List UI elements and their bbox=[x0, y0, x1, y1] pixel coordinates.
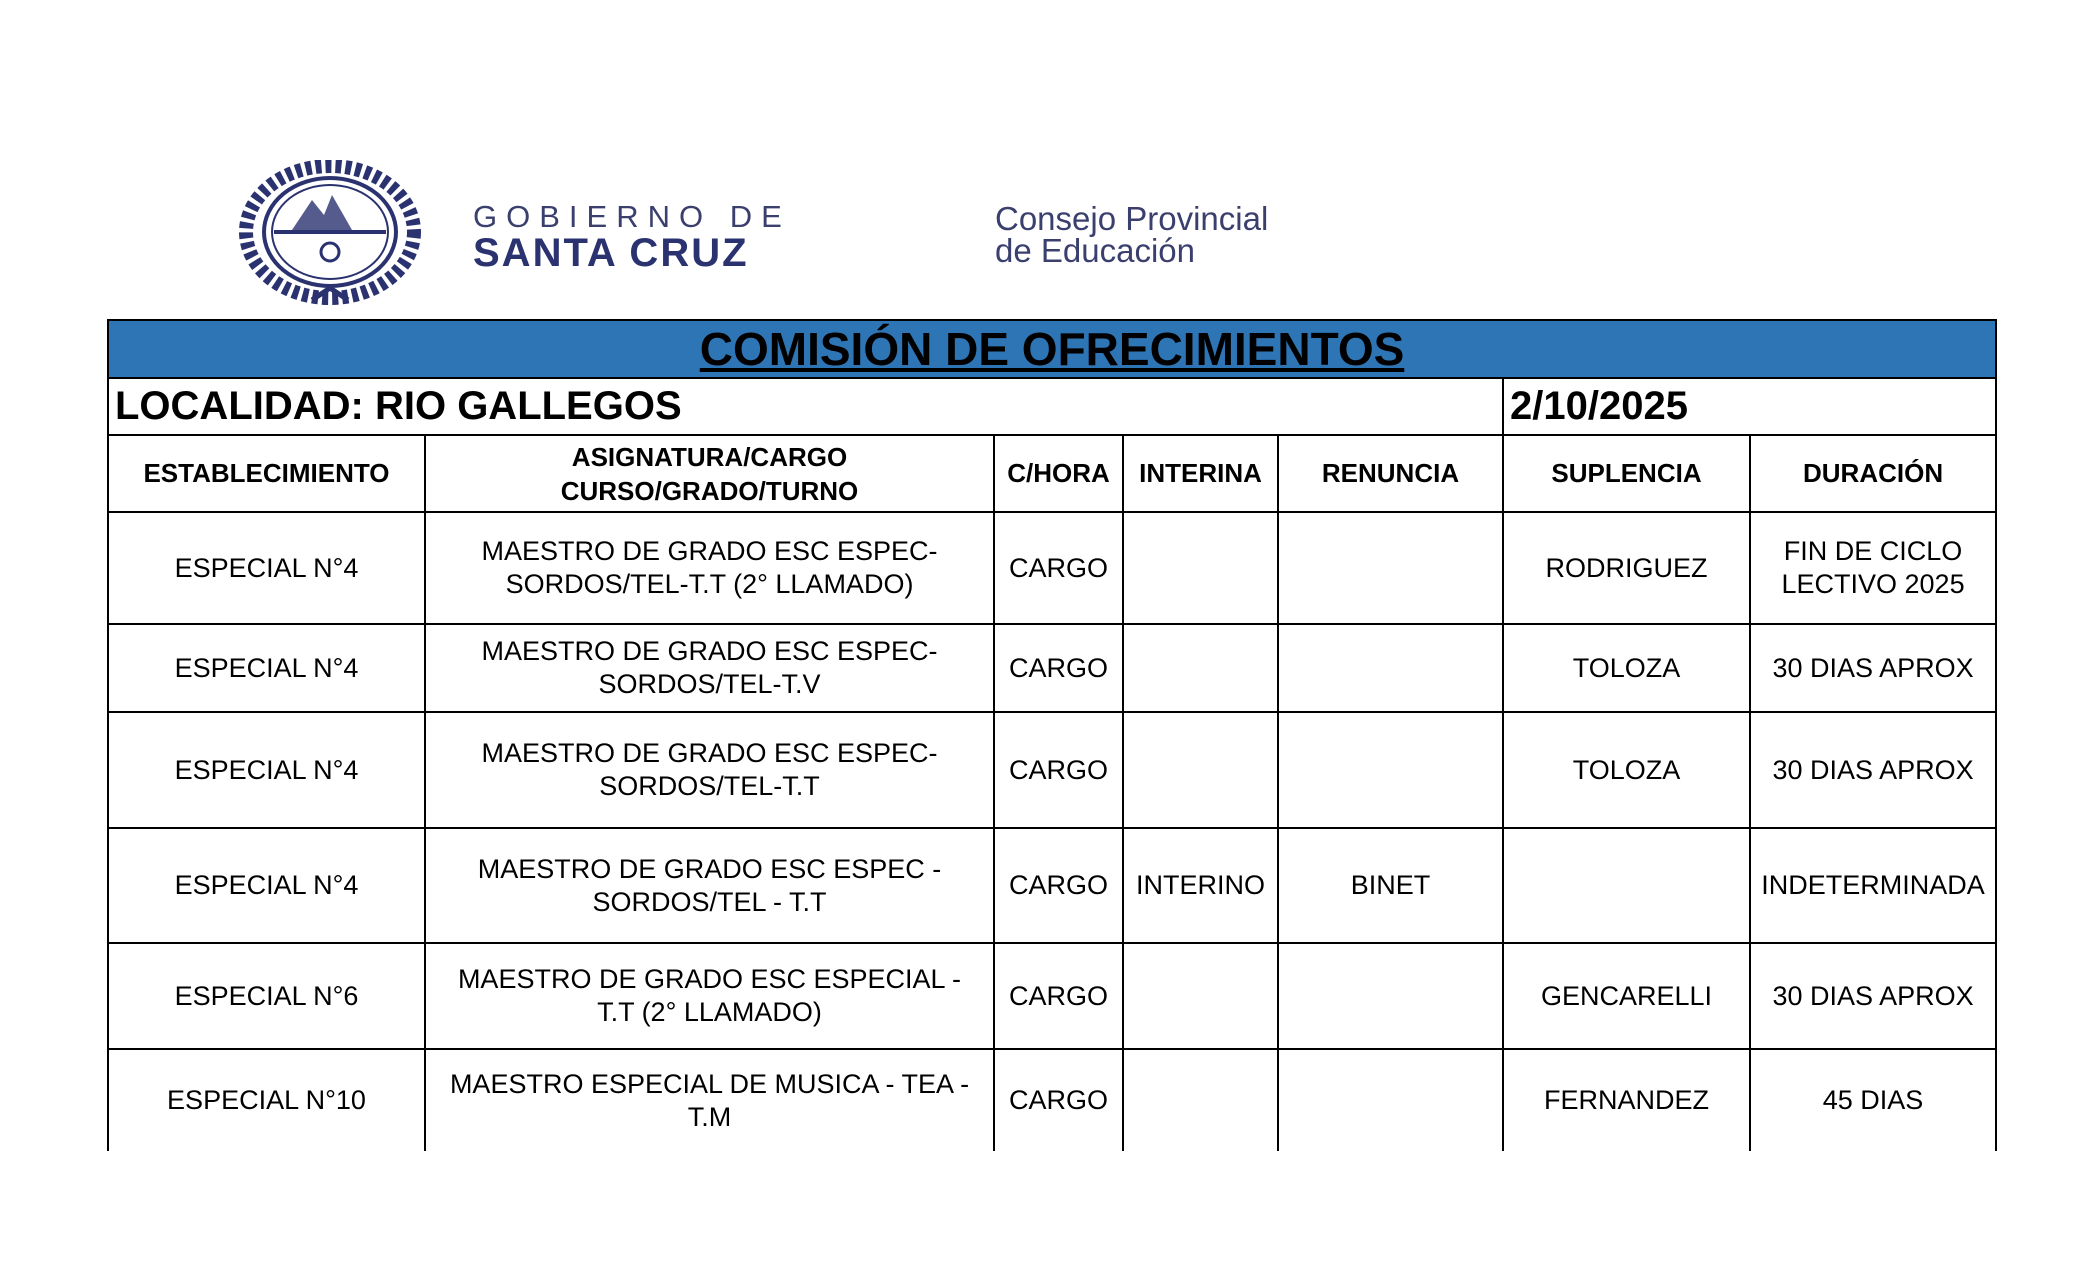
table-cell bbox=[1122, 511, 1279, 625]
column-header: SUPLENCIA bbox=[1502, 434, 1751, 513]
table-cell: CARGO bbox=[993, 827, 1124, 944]
table-cell bbox=[1277, 511, 1504, 625]
table-cell: CARGO bbox=[993, 942, 1124, 1050]
table-cell: ESPECIAL N°10 bbox=[107, 1048, 426, 1151]
table-cell: GENCARELLI bbox=[1502, 942, 1751, 1050]
column-header: RENUNCIA bbox=[1277, 434, 1504, 513]
table-cell bbox=[1277, 942, 1504, 1050]
consejo-line-1: Consejo Provincial bbox=[995, 200, 1269, 237]
table-cell: 30 DIAS APROX bbox=[1748, 623, 1998, 713]
table-cell: MAESTRO DE GRADO ESC ESPEC-SORDOS/TEL-T.… bbox=[424, 511, 995, 625]
table-cell: INDETERMINADA bbox=[1748, 827, 1998, 944]
table-row: ESPECIAL N°4 MAESTRO DE GRADO ESC ESPEC-S… bbox=[107, 711, 1998, 829]
column-header: ESTABLECIMIENTO bbox=[107, 434, 426, 513]
consejo-educacion-logo-text: Consejo Provincial de Educación bbox=[995, 200, 1269, 269]
table-cell: 30 DIAS APROX bbox=[1748, 711, 1998, 829]
table-cell bbox=[1122, 711, 1279, 829]
santa-cruz-coat-of-arms-logo bbox=[239, 160, 421, 305]
table-cell bbox=[1122, 1048, 1279, 1151]
table-cell: CARGO bbox=[993, 623, 1124, 713]
column-header: INTERINA bbox=[1122, 434, 1279, 513]
table-cell: FERNANDEZ bbox=[1502, 1048, 1751, 1151]
table-cell bbox=[1122, 942, 1279, 1050]
logo-line-1: GOBIERNO DE bbox=[473, 199, 791, 234]
table-cell: CARGO bbox=[993, 1048, 1124, 1151]
table-cell: ESPECIAL N°4 bbox=[107, 827, 426, 944]
table-cell: FIN DE CICLO LECTIVO 2025 bbox=[1748, 511, 1998, 625]
table-row: ESPECIAL N°4 MAESTRO DE GRADO ESC ESPEC-S… bbox=[107, 511, 1998, 625]
table-cell: 30 DIAS APROX bbox=[1748, 942, 1998, 1050]
table-cell: CARGO bbox=[993, 511, 1124, 625]
table-cell bbox=[1122, 623, 1279, 713]
logo-line-2: SANTA CRUZ bbox=[473, 231, 749, 275]
table-cell: TOLOZA bbox=[1502, 711, 1751, 829]
table-cell: ESPECIAL N°4 bbox=[107, 511, 426, 625]
column-header: ASIGNATURA/CARGO CURSO/GRADO/TURNO bbox=[424, 434, 995, 513]
table-cell bbox=[1502, 827, 1751, 944]
table-cell bbox=[1277, 623, 1504, 713]
table-row: ESPECIAL N°6 MAESTRO DE GRADO ESC ESPECIA… bbox=[107, 942, 1998, 1050]
table-cell: INTERINO bbox=[1122, 827, 1279, 944]
column-header: C/HORA bbox=[993, 434, 1124, 513]
gobierno-santa-cruz-logo-text: GOBIERNO DE SANTA CRUZ bbox=[473, 199, 791, 275]
table-cell: MAESTRO DE GRADO ESC ESPEC - SORDOS/TEL … bbox=[424, 827, 995, 944]
table-cell: CARGO bbox=[993, 711, 1124, 829]
table-cell: MAESTRO DE GRADO ESC ESPEC-SORDOS/TEL-T.… bbox=[424, 711, 995, 829]
table-row: ESPECIAL N°4 MAESTRO DE GRADO ESC ESPEC-S… bbox=[107, 623, 1998, 713]
table-cell: ESPECIAL N°4 bbox=[107, 711, 426, 829]
table-cell: ESPECIAL N°6 bbox=[107, 942, 426, 1050]
table-cell: BINET bbox=[1277, 827, 1504, 944]
column-header: DURACIÓN bbox=[1748, 434, 1998, 513]
table-cell: TOLOZA bbox=[1502, 623, 1751, 713]
date: 2/10/2025 bbox=[1501, 377, 1998, 436]
table-cell: 45 DIAS bbox=[1748, 1048, 1998, 1151]
localidad: LOCALIDAD: RIO GALLEGOS bbox=[107, 377, 1504, 436]
page-title: COMISIÓN DE OFRECIMIENTOS bbox=[106, 319, 1998, 379]
table-cell: RODRIGUEZ bbox=[1502, 511, 1751, 625]
table-row: ESPECIAL N°10 MAESTRO ESPECIAL DE MUSICA … bbox=[107, 1048, 1998, 1151]
table-cell bbox=[1277, 1048, 1504, 1151]
table-cell bbox=[1277, 711, 1504, 829]
table-cell: MAESTRO ESPECIAL DE MUSICA - TEA - T.M bbox=[424, 1048, 995, 1151]
table-cell: MAESTRO DE GRADO ESC ESPECIAL - T.T (2° … bbox=[424, 942, 995, 1050]
table-cell: MAESTRO DE GRADO ESC ESPEC-SORDOS/TEL-T.… bbox=[424, 623, 995, 713]
consejo-line-2: de Educación bbox=[995, 232, 1195, 269]
table-row: ESPECIAL N°4 MAESTRO DE GRADO ESC ESPEC -… bbox=[107, 827, 1998, 944]
ofrecimientos-table: COMISIÓN DE OFRECIMIENTOS LOCALIDAD: RIO… bbox=[106, 319, 1998, 1151]
table-cell: ESPECIAL N°4 bbox=[107, 623, 426, 713]
